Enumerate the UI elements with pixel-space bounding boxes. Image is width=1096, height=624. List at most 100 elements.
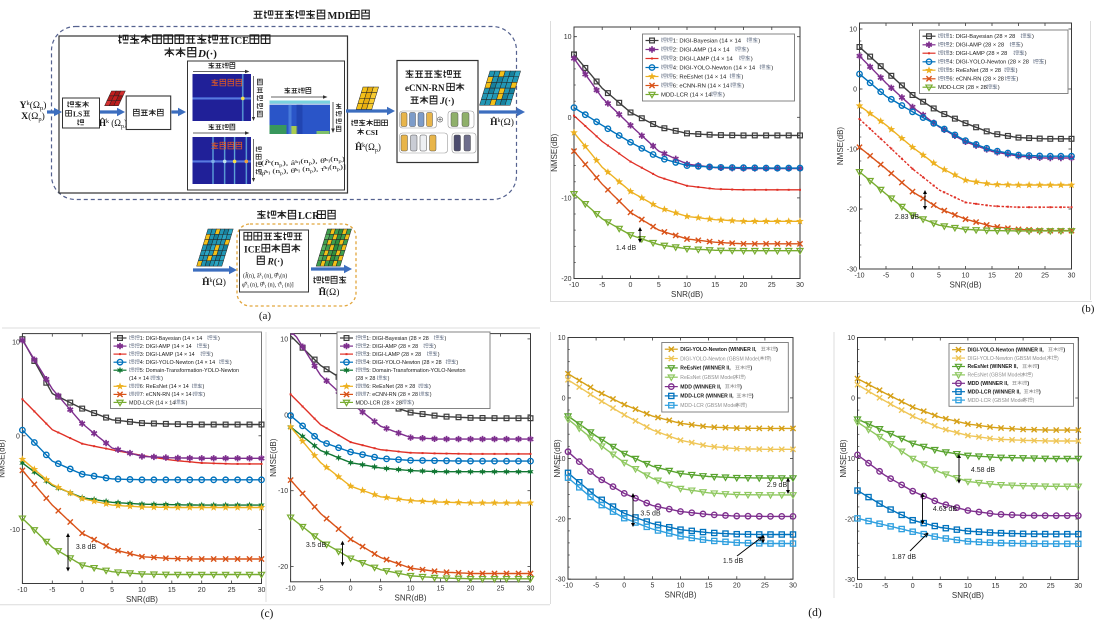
svg-text:): ) <box>429 384 431 390</box>
svg-text:): ) <box>750 366 752 372</box>
svg-text:): ) <box>1038 364 1040 370</box>
svg-text:-10: -10 <box>569 282 579 289</box>
svg-text:30: 30 <box>789 583 797 590</box>
svg-text:): ) <box>430 392 432 398</box>
svg-text:10: 10 <box>280 336 288 343</box>
svg-text:-20: -20 <box>278 564 288 571</box>
svg-text:): ) <box>1044 60 1046 66</box>
svg-text:ReEsNet (WINNER II,: ReEsNet (WINNER II, <box>680 366 731 372</box>
svg-text:5: 5 <box>110 587 114 594</box>
svg-text:φ̂kl (n), θ̂kl (n), τ̂kl (n)]: φ̂kl (n), θ̂kl (n), τ̂kl (n)] <box>242 281 294 290</box>
svg-text:5: ReEsNet (28 × 28: 5: ReEsNet (28 × 28 <box>949 68 1001 74</box>
svg-text:MDD-LCR (WINNER II,: MDD-LCR (WINNER II, <box>968 389 1022 395</box>
svg-text:DIGI-YOLO-Newton (WINNER II,: DIGI-YOLO-Newton (WINNER II, <box>680 347 757 353</box>
svg-text:J(·): J(·) <box>439 96 454 107</box>
svg-text:0: 0 <box>568 115 572 122</box>
svg-text:2: DIGI-AMP (14 × 14: 2: DIGI-AMP (14 × 14 <box>673 48 730 54</box>
svg-text:10: 10 <box>677 583 685 590</box>
svg-text:2.9 dB: 2.9 dB <box>767 482 788 489</box>
svg-text:0: 0 <box>349 585 353 592</box>
svg-text:-5: -5 <box>317 585 323 592</box>
svg-text:15: 15 <box>988 273 996 280</box>
svg-text:NMSE(dB): NMSE(dB) <box>839 439 848 478</box>
svg-text:6: eCNN-RN (28 × 28: 6: eCNN-RN (28 × 28 <box>949 77 1004 83</box>
svg-text:MDD (WINNER II,: MDD (WINNER II, <box>968 381 1010 387</box>
svg-text:25: 25 <box>1047 583 1055 590</box>
svg-text:-10: -10 <box>563 583 573 590</box>
svg-text:NMSE(dB): NMSE(dB) <box>836 127 845 166</box>
svg-text:0: 0 <box>284 412 288 419</box>
svg-text:): ) <box>434 344 436 350</box>
svg-text:5: 5 <box>937 273 941 280</box>
svg-text:MDD-LCR (28 × 28: MDD-LCR (28 × 28 <box>356 400 402 406</box>
svg-text:2.83 dB: 2.83 dB <box>895 214 919 221</box>
svg-text:-10: -10 <box>852 583 862 590</box>
svg-text:3: DIGI-LAMP (28 × 28: 3: DIGI-LAMP (28 × 28 <box>366 352 421 358</box>
svg-text:30: 30 <box>1074 583 1082 590</box>
svg-text:10: 10 <box>138 587 146 594</box>
svg-text:R(·): R(·) <box>267 257 284 268</box>
svg-text:SNR(dB): SNR(dB) <box>671 290 703 299</box>
svg-text:NMSE(dB): NMSE(dB) <box>269 438 278 477</box>
svg-text:10: 10 <box>564 34 572 41</box>
svg-text:-10: -10 <box>17 587 27 594</box>
svg-text:-20: -20 <box>555 516 565 523</box>
svg-text:10: 10 <box>683 282 691 289</box>
svg-text:): ) <box>745 403 747 409</box>
svg-text:(a): (a) <box>259 310 272 322</box>
svg-text:6: ReEsNet (14 × 14: 6: ReEsNet (14 × 14 <box>140 384 189 390</box>
svg-text:X(Ωp): X(Ωp) <box>21 111 45 123</box>
svg-text:): ) <box>203 392 205 398</box>
svg-text:4: DIGI-YOLO-Newton (28 × 28: 4: DIGI-YOLO-Newton (28 × 28 <box>949 60 1029 66</box>
svg-text:-20: -20 <box>847 207 857 214</box>
svg-text:0: 0 <box>562 395 566 402</box>
svg-text:): ) <box>747 48 749 54</box>
svg-text:): ) <box>1039 389 1041 395</box>
svg-text:DIGI-YOLO-Newton (WINNER II,: DIGI-YOLO-Newton (WINNER II, <box>968 347 1045 353</box>
svg-text:-10: -10 <box>847 147 857 154</box>
svg-text:3: DIGI-LAMP (14 × 14: 3: DIGI-LAMP (14 × 14 <box>140 352 195 358</box>
svg-text:(Îk(np), âkl(np), θ̂kl(np): (Îk(n p), â kl(n p), θ̂ kl(n p) <box>261 156 345 168</box>
svg-text:5: 5 <box>379 585 383 592</box>
svg-text:10: 10 <box>964 583 972 590</box>
svg-text:ReEsNet (GBSM Model,: ReEsNet (GBSM Model, <box>680 375 735 381</box>
svg-text:-5: -5 <box>882 583 888 590</box>
svg-text:20: 20 <box>740 282 748 289</box>
svg-text:): ) <box>998 85 1000 91</box>
svg-text:3.8 dB: 3.8 dB <box>76 544 97 551</box>
svg-text:): ) <box>741 75 743 81</box>
svg-text:): ) <box>751 57 753 63</box>
svg-text:): ) <box>771 66 773 72</box>
svg-text:2: DIGI-AMP (28 × 28: 2: DIGI-AMP (28 × 28 <box>366 344 418 350</box>
svg-text:30: 30 <box>796 282 804 289</box>
svg-text:0: 0 <box>629 282 633 289</box>
svg-text:): ) <box>203 384 205 390</box>
svg-text:4.63 dB: 4.63 dB <box>933 506 957 513</box>
svg-text:-5: -5 <box>49 587 55 594</box>
svg-text:): ) <box>758 39 760 45</box>
svg-text:20: 20 <box>198 587 206 594</box>
svg-text:0: 0 <box>853 87 857 94</box>
svg-text:): ) <box>1021 43 1023 49</box>
svg-text:NMSE(dB): NMSE(dB) <box>553 439 562 478</box>
svg-text:NMSE(dB): NMSE(dB) <box>550 133 559 172</box>
svg-text:): ) <box>1033 398 1035 404</box>
svg-text:-10: -10 <box>10 527 20 534</box>
svg-text:): ) <box>1025 51 1027 57</box>
svg-text:-10: -10 <box>286 585 296 592</box>
svg-text:H̃(Ω): H̃(Ω) <box>319 286 340 298</box>
svg-text:LCR: LCR <box>298 211 320 222</box>
svg-text:Ĥk (Ωp): Ĥk (Ωp) <box>99 118 127 130</box>
svg-text:): ) <box>456 360 458 366</box>
svg-text:0: 0 <box>851 396 855 403</box>
svg-text:25: 25 <box>1041 273 1049 280</box>
svg-text:Ĥk(Ωp): Ĥk(Ωp) <box>355 142 381 154</box>
svg-text:): ) <box>1027 381 1029 387</box>
svg-text:-10: -10 <box>278 488 288 495</box>
svg-text:-5: -5 <box>599 282 605 289</box>
svg-text:-10: -10 <box>561 195 571 202</box>
svg-text:10: 10 <box>847 335 855 342</box>
svg-text:0: 0 <box>911 583 915 590</box>
svg-text:MDD (WINNER II,: MDD (WINNER II, <box>680 384 722 390</box>
svg-text:20: 20 <box>1019 583 1027 590</box>
